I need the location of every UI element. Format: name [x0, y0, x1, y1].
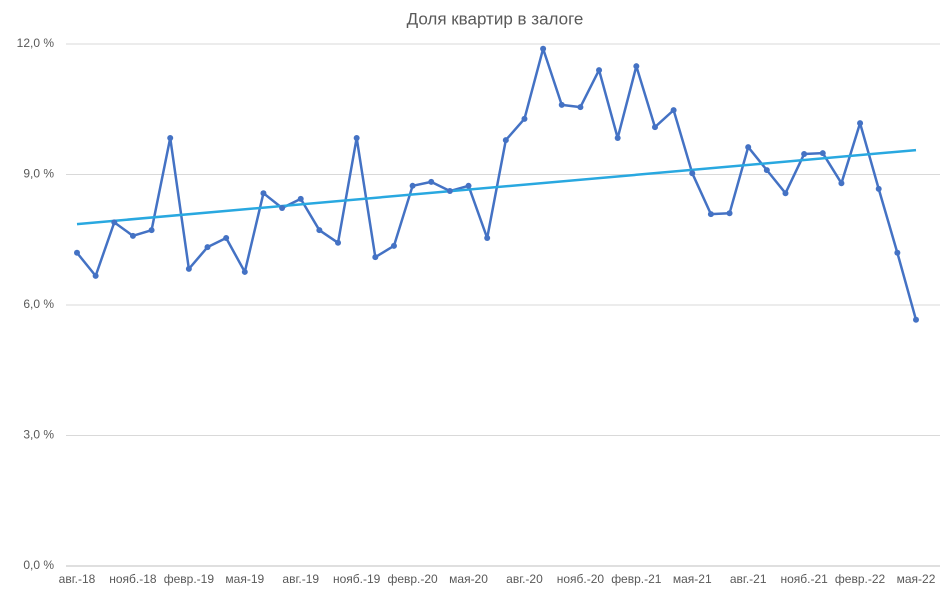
x-tick-label: мая-19	[225, 572, 264, 586]
data-point	[838, 180, 845, 187]
data-point	[297, 195, 304, 202]
data-point	[111, 219, 118, 226]
data-line	[76, 47, 918, 321]
data-point	[726, 210, 733, 217]
data-point	[651, 124, 658, 131]
data-point	[316, 227, 323, 234]
y-tick-label: 6,0 %	[23, 297, 54, 311]
x-tick-label: мая-22	[897, 572, 936, 586]
data-point	[633, 63, 640, 70]
data-point	[241, 268, 248, 275]
data-point	[707, 211, 714, 218]
data-point	[801, 151, 808, 158]
data-point	[148, 227, 155, 234]
data-point	[521, 115, 528, 122]
data-point	[409, 182, 416, 189]
data-point	[185, 265, 192, 272]
data-point	[782, 190, 789, 197]
data-point	[465, 182, 472, 189]
x-tick-label: авг.-21	[730, 572, 767, 586]
x-tick-label: февр.-21	[611, 572, 662, 586]
data-point	[819, 150, 826, 157]
data-point	[92, 272, 99, 279]
data-point	[670, 107, 677, 114]
y-tick-label: 0,0 %	[23, 558, 54, 572]
x-tick-label: нояб.-20	[557, 572, 605, 586]
data-point	[577, 104, 584, 111]
y-tick-label: 9,0 %	[23, 167, 54, 181]
data-point	[428, 178, 435, 185]
x-tick-label: нояб.-19	[333, 572, 381, 586]
data-point	[894, 249, 901, 256]
x-tick-label: мая-20	[449, 572, 488, 586]
data-point	[484, 235, 491, 242]
x-tick-label: авг.-18	[59, 572, 96, 586]
data-point	[502, 137, 509, 144]
x-tick-label: февр.-19	[164, 572, 215, 586]
chart-title: Доля квартир в залоге	[407, 9, 584, 28]
data-point	[204, 244, 211, 251]
data-point	[446, 188, 453, 195]
data-point	[335, 239, 342, 246]
data-point	[74, 249, 80, 256]
data-point	[763, 167, 770, 174]
data-point	[558, 101, 565, 108]
x-tick-label: авг.-19	[282, 572, 319, 586]
data-point	[596, 67, 603, 74]
trend-line	[76, 148, 917, 226]
x-tick-label: февр.-22	[835, 572, 886, 586]
data-point	[614, 134, 621, 141]
data-point	[540, 45, 547, 52]
data-point	[279, 204, 286, 211]
data-point	[857, 120, 864, 127]
data-point	[689, 170, 696, 177]
data-point	[875, 185, 882, 192]
x-tick-label: нояб.-21	[780, 572, 828, 586]
y-tick-label: 3,0 %	[23, 428, 54, 442]
data-point	[129, 232, 136, 239]
data-point	[913, 316, 919, 323]
data-point	[745, 144, 752, 151]
x-tick-label: февр.-20	[387, 572, 438, 586]
data-point	[167, 134, 174, 141]
data-point	[260, 190, 267, 197]
x-tick-label: авг.-20	[506, 572, 543, 586]
data-point	[223, 235, 230, 242]
data-point	[372, 254, 379, 261]
x-tick-label: мая-21	[673, 572, 712, 586]
data-point	[353, 134, 360, 141]
x-tick-label: нояб.-18	[109, 572, 157, 586]
y-tick-label: 12,0 %	[17, 36, 55, 50]
data-point	[390, 242, 397, 249]
